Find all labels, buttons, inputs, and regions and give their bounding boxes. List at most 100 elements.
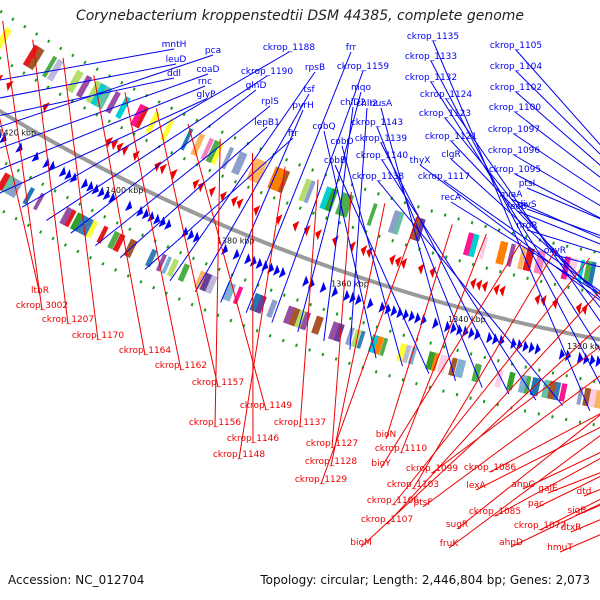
forward-gene-label[interactable]: mqo	[351, 83, 371, 93]
reverse-gene-label[interactable]: hmuT	[547, 543, 573, 553]
forward-gene-label[interactable]: thyX	[410, 156, 431, 166]
reverse-gene-label[interactable]: ckrop_1086	[464, 463, 517, 473]
forward-gene-label[interactable]: glyP	[197, 90, 217, 100]
forward-gene-label[interactable]: ckrop_1097	[488, 125, 540, 135]
reverse-gene-label[interactable]: ahpC	[511, 480, 534, 490]
reverse-gene-label[interactable]: bioN	[376, 430, 396, 440]
forward-gene-label[interactable]: clgR	[441, 150, 460, 160]
reverse-gene-label[interactable]: ckrop_1170	[72, 331, 125, 341]
reverse-gene-arrow	[418, 263, 425, 275]
reverse-gene-label[interactable]: lexA	[466, 481, 486, 491]
forward-gene-label[interactable]: pca	[205, 46, 221, 56]
forward-gene-label[interactable]: feoB	[507, 202, 527, 212]
cog-block-reverse	[319, 186, 334, 210]
forward-gene-label[interactable]: ckrop_1117	[418, 172, 470, 182]
reverse-gene-label[interactable]: ckrop_1110	[375, 444, 428, 454]
forward-gene-label[interactable]: ckrop_1121	[425, 132, 477, 142]
forward-gene-leader-line	[349, 107, 368, 350]
reverse-gene-label[interactable]: ckrop_1157	[192, 378, 244, 388]
forward-gene-arrow	[343, 289, 350, 302]
forward-gene-label[interactable]: cobB	[324, 156, 346, 166]
forward-gene-label[interactable]: divS	[517, 200, 537, 210]
forward-gene-label[interactable]: rnc	[198, 77, 212, 87]
reverse-gene-label[interactable]: ckrop_1099	[406, 464, 459, 474]
reverse-gene-label[interactable]: bioM	[350, 538, 372, 548]
forward-gene-label[interactable]: ckrop_1143	[351, 118, 403, 128]
reverse-gene-label[interactable]: ckrop_1207	[42, 315, 94, 325]
forward-gene-label[interactable]: frr	[346, 43, 357, 53]
forward-gene-label[interactable]: chlD2	[340, 98, 366, 108]
reverse-gene-label[interactable]: ptsF	[413, 498, 432, 508]
reverse-gene-label[interactable]: ckrop_1162	[155, 361, 207, 371]
forward-gene-label[interactable]: ckrop_1104	[490, 62, 543, 72]
reverse-gene-label[interactable]: ckrop_3002	[16, 301, 68, 311]
forward-gene-label[interactable]: miaA	[500, 190, 524, 200]
reverse-gene-label[interactable]: dtd	[577, 487, 592, 497]
forward-gene-label[interactable]: rplS	[261, 97, 279, 107]
forward-gene-label[interactable]: ckrop_1133	[405, 52, 457, 62]
reverse-gene-label[interactable]: dtxR	[561, 523, 582, 533]
forward-gene-label[interactable]: cobO	[330, 137, 353, 147]
forward-gene-label[interactable]: ckrop_1138	[352, 172, 405, 182]
forward-gene-label[interactable]: ckrop_1102	[490, 83, 542, 93]
cog-block-forward	[177, 263, 191, 283]
forward-gene-label[interactable]: coaD	[197, 65, 220, 75]
forward-gene-label[interactable]: ckrop_1095	[489, 165, 541, 175]
reverse-gene-label[interactable]: ckrop_1077	[514, 521, 566, 531]
forward-gene-label[interactable]: ddl	[167, 69, 181, 79]
forward-gene-label[interactable]: ptsI	[519, 179, 536, 189]
forward-gene-label[interactable]: ckrop_1096	[488, 146, 541, 156]
cog-block-reverse	[210, 142, 225, 165]
forward-gene-label[interactable]: ckrop_1100	[489, 103, 542, 113]
forward-gene-label[interactable]: ckrop_1124	[420, 90, 473, 100]
forward-gene-label[interactable]: ftr	[288, 129, 299, 139]
forward-gene-label[interactable]: nrdR	[516, 221, 537, 231]
forward-gene-label[interactable]: ckrop_1132	[405, 73, 457, 83]
reverse-gene-label[interactable]: ckrop_1164	[119, 346, 172, 356]
forward-gene-label[interactable]: rpsB	[305, 63, 325, 73]
forward-gene-label[interactable]: nusA	[370, 99, 393, 109]
forward-gene-label[interactable]: ckrop_1190	[241, 67, 294, 77]
forward-gene-label[interactable]: ckrop_1139	[355, 134, 408, 144]
reverse-gene-label[interactable]: ckrop_1128	[305, 457, 358, 467]
reverse-gene-label[interactable]: pac	[528, 499, 544, 509]
reverse-gene-label[interactable]: sugR	[446, 520, 468, 530]
reverse-gene-label[interactable]: fruK	[440, 539, 460, 549]
reverse-gene-label[interactable]: ckrop_1149	[240, 401, 293, 411]
reverse-gene-label[interactable]: ckrop_1146	[227, 434, 280, 444]
forward-gene-leader-line	[0, 48, 175, 81]
kbp-tick-label: 1400 kbp	[106, 186, 144, 195]
reverse-gene-label[interactable]: sigB	[567, 506, 586, 516]
forward-gene-label[interactable]: ckrop_1135	[407, 32, 459, 42]
forward-gene-label[interactable]: ckrop_1123	[419, 109, 471, 119]
forward-gene-label[interactable]: pyrH	[292, 101, 314, 111]
forward-gene-label[interactable]: tsf	[303, 85, 315, 95]
forward-gene-label[interactable]: ckrop_1140	[356, 151, 409, 161]
reverse-gene-label[interactable]: ckrop_1129	[295, 475, 348, 485]
reverse-gene-label[interactable]: ckrop_1103	[387, 480, 439, 490]
forward-gene-label[interactable]: ckrop_1105	[490, 41, 542, 51]
reverse-gene-label[interactable]: ckrop_1148	[213, 450, 266, 460]
forward-gene-label[interactable]: lepB1	[254, 118, 280, 128]
reverse-gene-label[interactable]: ckrop_1127	[306, 439, 358, 449]
reverse-gene-label[interactable]: ckrop_1085	[469, 507, 521, 517]
forward-gene-label[interactable]: mntH	[162, 40, 187, 50]
reverse-gene-label[interactable]: ahpD	[499, 538, 523, 548]
forward-gene-leader-line	[513, 154, 600, 207]
forward-gene-label[interactable]: oxyR	[544, 246, 566, 256]
reverse-gene-label[interactable]: galE	[538, 484, 558, 494]
reverse-gene-label[interactable]: ckrop_1137	[274, 418, 326, 428]
reverse-gene-label[interactable]: ckrop_1107	[361, 515, 413, 525]
forward-gene-label[interactable]: ckrop_1159	[337, 62, 390, 72]
forward-gene-label[interactable]: leuD	[166, 55, 187, 65]
forward-gene-label[interactable]: ckrop_1188	[263, 43, 316, 53]
reverse-gene-label[interactable]: ltbR	[31, 286, 49, 296]
forward-gene-label[interactable]: cobQ	[312, 122, 335, 132]
reverse-gene-label[interactable]: bioY	[371, 459, 391, 469]
forward-gene-label[interactable]: chlI2	[356, 99, 378, 109]
forward-gene-label[interactable]: recA	[441, 193, 462, 203]
reverse-gene-label[interactable]: ckrop_1156	[189, 418, 242, 428]
reverse-gene-label[interactable]: ckrop_1106	[367, 496, 420, 506]
cog-block-forward	[425, 351, 438, 371]
forward-gene-label[interactable]: glnD	[246, 81, 267, 91]
